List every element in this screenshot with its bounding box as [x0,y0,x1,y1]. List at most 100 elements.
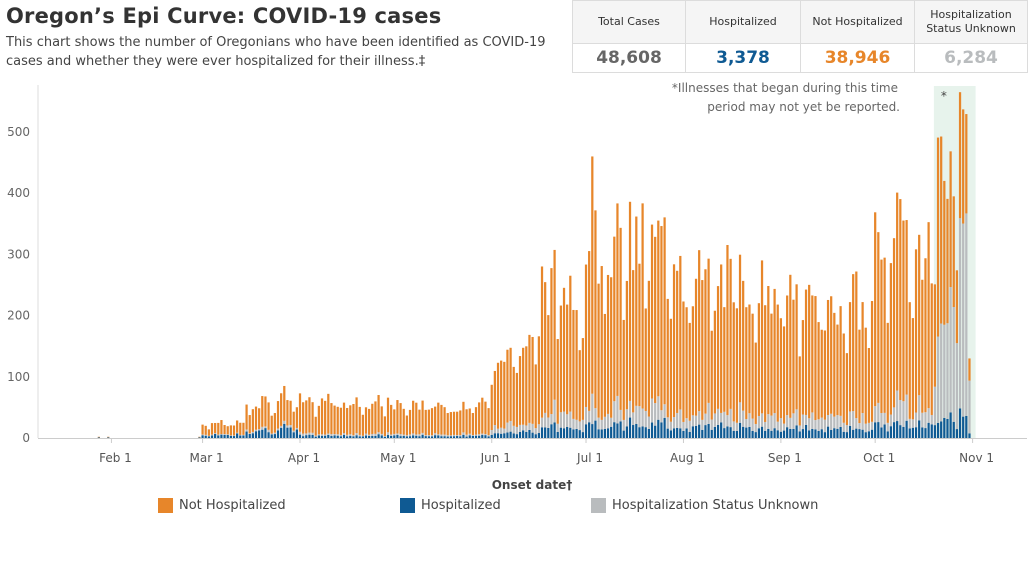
bar-status-unknown[interactable] [364,433,368,436]
bar-not-hospitalized[interactable] [899,199,902,400]
bar-status-unknown[interactable] [933,386,937,426]
bar-not-hospitalized[interactable] [314,416,317,436]
bar-not-hospitalized[interactable] [619,227,622,410]
bar-hospitalized[interactable] [635,423,638,438]
bar-status-unknown[interactable] [698,411,701,425]
bar-not-hospitalized[interactable] [201,424,204,435]
bar-not-hospitalized[interactable] [217,422,220,435]
bar-hospitalized[interactable] [515,434,518,438]
bar-not-hospitalized[interactable] [566,304,569,415]
bar-hospitalized[interactable] [361,436,364,438]
epi-curve-chart[interactable]: * 0 100 200 300 400 500 Feb 1 Mar 1 Apr 1 May 1 Jun… [0,78,1035,493]
bar-not-hospitalized[interactable] [471,413,474,436]
bar-hospitalized[interactable] [833,428,836,438]
bar-hospitalized[interactable] [767,428,770,438]
bar-status-unknown[interactable] [848,411,852,426]
bar-status-unknown[interactable] [657,396,660,420]
bar-hospitalized[interactable] [701,429,704,438]
bar-not-hospitalized[interactable] [710,330,713,420]
bar-status-unknown[interactable] [861,413,864,430]
bar-not-hospitalized[interactable] [870,301,874,422]
bar-not-hospitalized[interactable] [405,415,408,436]
bar-status-unknown[interactable] [883,412,886,425]
bar-hospitalized[interactable] [716,424,720,438]
bar-hospitalized[interactable] [625,426,628,438]
bar-not-hospitalized[interactable] [396,400,399,434]
bar-status-unknown[interactable] [424,435,427,437]
bar-hospitalized[interactable] [748,426,751,438]
bar-status-unknown[interactable] [487,435,490,437]
bar-hospitalized[interactable] [732,430,735,438]
bar-hospitalized[interactable] [559,427,562,438]
bar-not-hospitalized[interactable] [456,411,459,436]
bar-not-hospitalized[interactable] [248,415,251,434]
bar-status-unknown[interactable] [295,427,298,430]
bar-hospitalized[interactable] [402,435,405,438]
bar-hospitalized[interactable] [754,432,757,438]
bar-status-unknown[interactable] [289,425,292,428]
bar-status-unknown[interactable] [232,435,236,437]
bar-status-unknown[interactable] [503,428,506,434]
bar-hospitalized[interactable] [962,416,965,438]
bar-hospitalized[interactable] [742,426,745,438]
bar-hospitalized[interactable] [600,429,603,438]
bar-status-unknown[interactable] [877,402,880,423]
bar-hospitalized[interactable] [946,418,949,438]
bar-hospitalized[interactable] [465,436,468,438]
bar-status-unknown[interactable] [302,433,305,437]
bar-hospitalized[interactable] [902,426,905,438]
bar-status-unknown[interactable] [333,434,336,436]
bar-hospitalized[interactable] [588,422,591,438]
bar-not-hospitalized[interactable] [848,302,852,412]
stat-status-unknown[interactable]: Hospitalization Status Unknown 6,284 [915,1,1028,73]
bar-hospitalized[interactable] [346,436,349,438]
bar-not-hospitalized[interactable] [823,330,827,420]
bar-not-hospitalized[interactable] [914,249,918,413]
bar-status-unknown[interactable] [902,401,905,427]
bar-not-hospitalized[interactable] [544,282,547,413]
bar-status-unknown[interactable] [691,415,694,427]
bar-status-unknown[interactable] [817,419,820,431]
bar-not-hospitalized[interactable] [845,353,849,426]
bar-hospitalized[interactable] [760,426,764,438]
bar-not-hospitalized[interactable] [682,301,685,422]
bar-status-unknown[interactable] [707,402,710,424]
bar-hospitalized[interactable] [506,432,509,438]
bar-status-unknown[interactable] [943,324,946,418]
bar-status-unknown[interactable] [804,414,808,425]
bar-not-hospitalized[interactable] [632,270,635,413]
bar-hospitalized[interactable] [446,436,449,438]
bar-status-unknown[interactable] [525,425,528,432]
bar-not-hospitalized[interactable] [214,422,217,434]
bar-not-hospitalized[interactable] [694,278,698,416]
bar-status-unknown[interactable] [940,323,943,422]
bar-not-hospitalized[interactable] [459,410,462,435]
bar-not-hospitalized[interactable] [496,362,500,429]
bar-status-unknown[interactable] [688,420,691,432]
bar-not-hospitalized[interactable] [616,203,619,396]
bar-status-unknown[interactable] [663,404,666,419]
bar-hospitalized[interactable] [638,427,641,438]
bar-status-unknown[interactable] [245,429,248,432]
bar-status-unknown[interactable] [261,426,264,430]
bar-status-unknown[interactable] [459,434,462,437]
bar-hospitalized[interactable] [726,426,729,438]
bar-not-hospitalized[interactable] [701,280,704,420]
bar-hospitalized[interactable] [509,431,512,438]
bar-not-hospitalized[interactable] [789,274,792,418]
bar-status-unknown[interactable] [666,417,669,429]
bar-hospitalized[interactable] [204,435,207,438]
bar-status-unknown[interactable] [553,399,556,423]
bar-not-hospitalized[interactable] [261,396,264,427]
bar-status-unknown[interactable] [528,422,531,430]
bar-hospitalized[interactable] [848,425,852,438]
bar-not-hospitalized[interactable] [600,266,603,420]
bar-hospitalized[interactable] [522,430,525,438]
bar-not-hospitalized[interactable] [559,305,562,413]
bar-status-unknown[interactable] [713,413,716,427]
bar-not-hospitalized[interactable] [955,270,959,344]
bar-not-hospitalized[interactable] [383,416,386,436]
bar-status-unknown[interactable] [660,410,663,423]
bar-hospitalized[interactable] [415,435,418,438]
bar-status-unknown[interactable] [349,434,352,436]
